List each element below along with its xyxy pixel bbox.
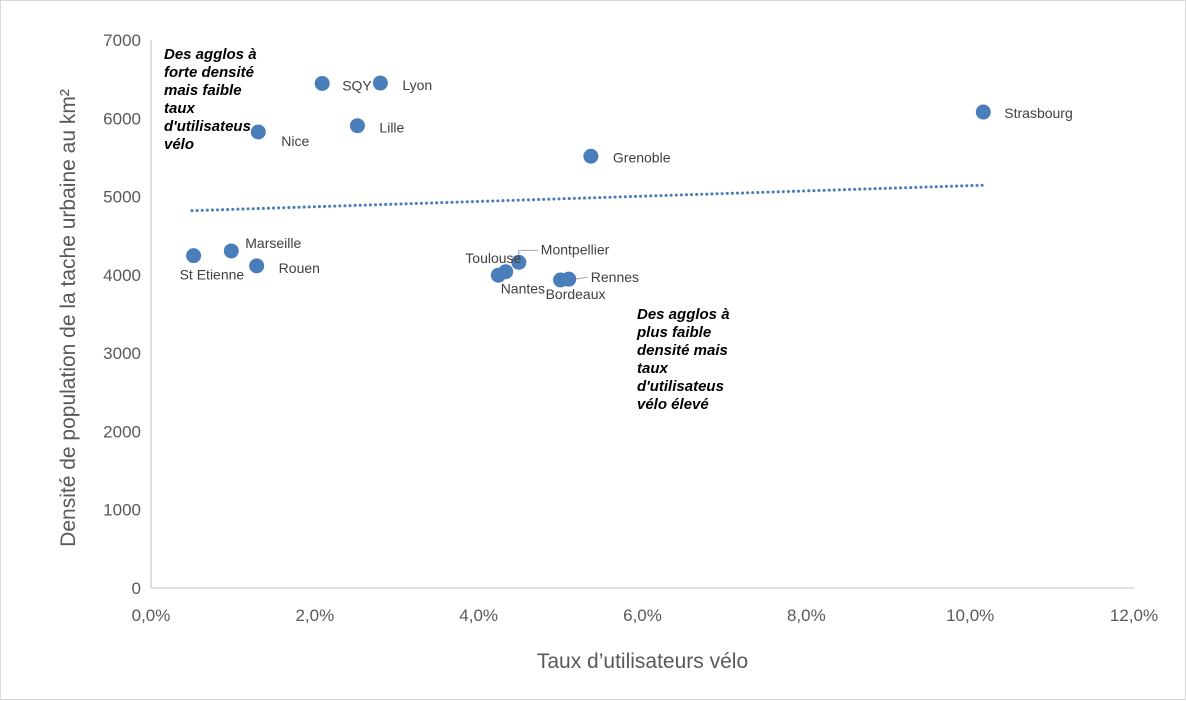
y-tick-label: 3000 — [103, 344, 141, 363]
x-tick-label: 2,0% — [295, 606, 334, 625]
data-point — [223, 243, 239, 259]
y-axis-title: Densité de population de la tache urbain… — [57, 89, 80, 547]
data-point — [349, 118, 365, 134]
data-label: Montpellier — [541, 241, 610, 257]
x-axis-title: Taux d’utilisateurs vélo — [537, 650, 748, 673]
data-point — [583, 148, 599, 164]
x-tick-label: 10,0% — [946, 606, 994, 625]
trendline-group — [190, 183, 984, 213]
y-tick-label: 0 — [132, 579, 141, 598]
data-point — [498, 264, 514, 280]
data-label: Nantes — [501, 281, 545, 297]
leader-line — [574, 276, 588, 280]
data-point — [372, 75, 388, 91]
data-label: Rennes — [591, 269, 639, 285]
data-label: SQY — [342, 77, 372, 93]
data-label: Grenoble — [613, 149, 671, 165]
data-point — [250, 124, 266, 140]
axes — [150, 40, 1134, 589]
data-point — [249, 258, 265, 274]
y-tick-label: 6000 — [103, 109, 141, 128]
x-tick-label: 12,0% — [1110, 606, 1158, 625]
data-label: Toulouse — [465, 250, 521, 266]
data-point — [314, 75, 330, 91]
leader-lines — [518, 249, 588, 280]
data-label: Rouen — [279, 260, 320, 276]
y-tick-label: 4000 — [103, 266, 141, 285]
x-tick-label: 8,0% — [787, 606, 826, 625]
data-label: St Etienne — [180, 267, 245, 283]
y-tick-label: 1000 — [103, 501, 141, 520]
x-tick-label: 0,0% — [132, 606, 171, 625]
data-label: Lille — [379, 120, 404, 136]
annotation-text: Des agglos à plus faible densité mais taux d… — [636, 306, 730, 413]
data-label: Marseille — [245, 235, 301, 251]
data-points — [186, 75, 991, 288]
trendline — [190, 183, 984, 213]
leader-line — [518, 249, 538, 256]
data-label: Lyon — [402, 77, 432, 93]
annotations: Des agglos à forte densité mais faible taux… — [164, 46, 730, 413]
data-label: Bordeaux — [546, 286, 606, 302]
annotation-text: Des agglos à forte densité mais faible taux… — [164, 46, 257, 153]
data-point — [511, 254, 527, 270]
data-label: Strasbourg — [1004, 105, 1072, 121]
y-tick-label: 2000 — [103, 422, 141, 441]
y-tick-label: 7000 — [103, 31, 141, 50]
data-point — [561, 271, 577, 287]
x-tick-label: 4,0% — [459, 606, 498, 625]
tick-labels: 0,0% 2,0% 4,0% 6,0% 8,0% 10,0% 12,0% 0 1000 2000 3… — [103, 31, 1158, 625]
data-point — [186, 248, 202, 264]
data-point — [975, 104, 991, 120]
y-tick-label: 5000 — [103, 188, 141, 207]
x-tick-label: 6,0% — [623, 606, 662, 625]
data-label: Nice — [281, 133, 309, 149]
